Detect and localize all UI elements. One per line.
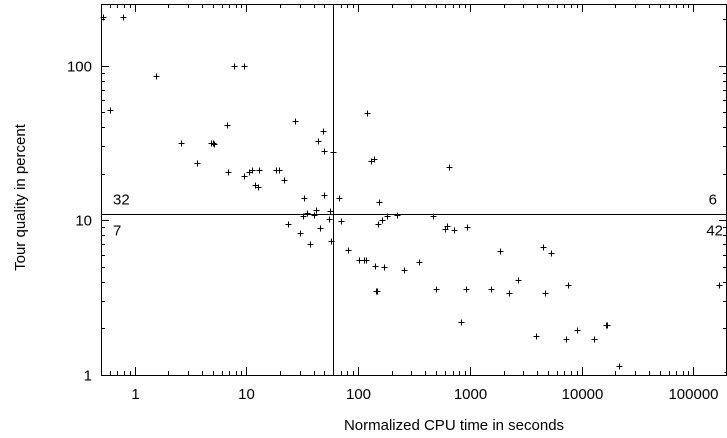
x-axis-title: Normalized CPU time in seconds: [344, 417, 564, 434]
data-point-41: [338, 218, 345, 225]
data-point-72: [515, 277, 522, 284]
data-point-28: [307, 241, 314, 248]
data-point-21: [281, 177, 288, 184]
x-tick-label-2: 100: [346, 386, 371, 403]
data-point-33: [320, 128, 327, 135]
data-point-27: [304, 210, 311, 217]
x-tick-label-5: 100000: [668, 386, 718, 403]
data-point-56: [384, 213, 391, 220]
y-tick-label-2: 100: [67, 59, 92, 76]
quadrant-count-bottom-left: 7: [113, 223, 121, 240]
data-point-68: [464, 224, 471, 231]
data-point-45: [363, 257, 370, 264]
data-point-25: [300, 213, 307, 220]
plot-frame: [101, 4, 727, 376]
data-point-79: [574, 327, 581, 334]
quadrant-count-bottom-right: 42: [706, 223, 723, 240]
data-point-38: [328, 238, 335, 245]
data-point-51: [374, 288, 381, 295]
data-point-42: [345, 247, 352, 254]
data-point-36: [326, 216, 333, 223]
data-point-22: [285, 221, 292, 228]
y-tick-label-0: 1: [84, 368, 92, 385]
data-point-70: [497, 248, 504, 255]
data-point-76: [548, 250, 555, 257]
data-point-52: [375, 221, 382, 228]
data-point-12: [225, 169, 232, 176]
y-axis-ticks: 1 10 100: [67, 19, 727, 385]
data-point-7: [194, 160, 201, 167]
data-point-55: [381, 264, 388, 271]
data-point-40: [336, 195, 343, 202]
data-point-10: [211, 141, 218, 148]
data-point-31: [315, 138, 322, 145]
data-point-37: [327, 208, 334, 215]
data-point-80: [591, 336, 598, 343]
data-point-30: [313, 207, 320, 214]
data-point-54: [379, 217, 386, 224]
data-point-74: [540, 244, 547, 251]
data-point-48: [371, 156, 378, 163]
data-point-35: [321, 192, 328, 199]
data-point-3: [153, 73, 160, 80]
data-point-29: [311, 212, 318, 219]
data-points: [100, 14, 727, 373]
y-axis-title: Tour quality in percent: [12, 123, 29, 271]
data-point-78: [565, 282, 572, 289]
data-point-67: [463, 286, 470, 293]
x-axis-ticks: 1 10 100 1000 10000 100000: [110, 4, 719, 403]
data-point-53: [376, 199, 383, 206]
data-point-83: [616, 363, 623, 370]
quadrant-count-top-right: 6: [709, 192, 717, 209]
data-point-49: [372, 263, 379, 270]
data-point-11: [224, 122, 231, 129]
data-point-73: [533, 333, 540, 340]
data-point-66: [458, 319, 465, 326]
data-point-57: [394, 212, 401, 219]
data-point-77: [563, 336, 570, 343]
data-point-64: [446, 164, 453, 171]
x-tick-label-0: 1: [131, 386, 139, 403]
data-point-71: [506, 290, 513, 297]
data-point-65: [451, 227, 458, 234]
data-point-5: [241, 63, 248, 70]
y-tick-label-1: 10: [75, 213, 92, 230]
data-point-23: [292, 118, 299, 125]
data-point-61: [433, 286, 440, 293]
data-point-32: [317, 225, 324, 232]
data-point-69: [488, 286, 495, 293]
data-point-82: [604, 322, 611, 329]
data-point-1: [120, 14, 127, 21]
data-point-63: [444, 223, 451, 230]
data-point-17: [255, 184, 262, 191]
x-tick-label-4: 10000: [562, 386, 604, 403]
data-point-20: [276, 167, 283, 174]
data-point-46: [364, 110, 371, 117]
data-point-58: [401, 267, 408, 274]
data-point-59: [416, 259, 423, 266]
data-point-13: [241, 173, 248, 180]
data-point-15: [249, 167, 256, 174]
x-tick-label-1: 10: [238, 386, 255, 403]
data-point-4: [231, 63, 238, 70]
data-point-2: [107, 107, 114, 114]
data-point-86: [724, 372, 727, 373]
plot-area: [100, 4, 727, 376]
data-point-26: [301, 195, 308, 202]
data-point-84: [716, 282, 723, 289]
data-point-24: [297, 230, 304, 237]
data-point-39: [330, 149, 337, 156]
data-point-9: [210, 140, 217, 147]
data-point-75: [542, 290, 549, 297]
data-point-6: [178, 140, 185, 147]
data-point-18: [256, 167, 263, 174]
data-point-34: [321, 148, 328, 155]
quadrant-count-top-left: 32: [113, 192, 130, 209]
data-point-60: [430, 213, 437, 220]
x-tick-label-3: 1000: [454, 386, 487, 403]
